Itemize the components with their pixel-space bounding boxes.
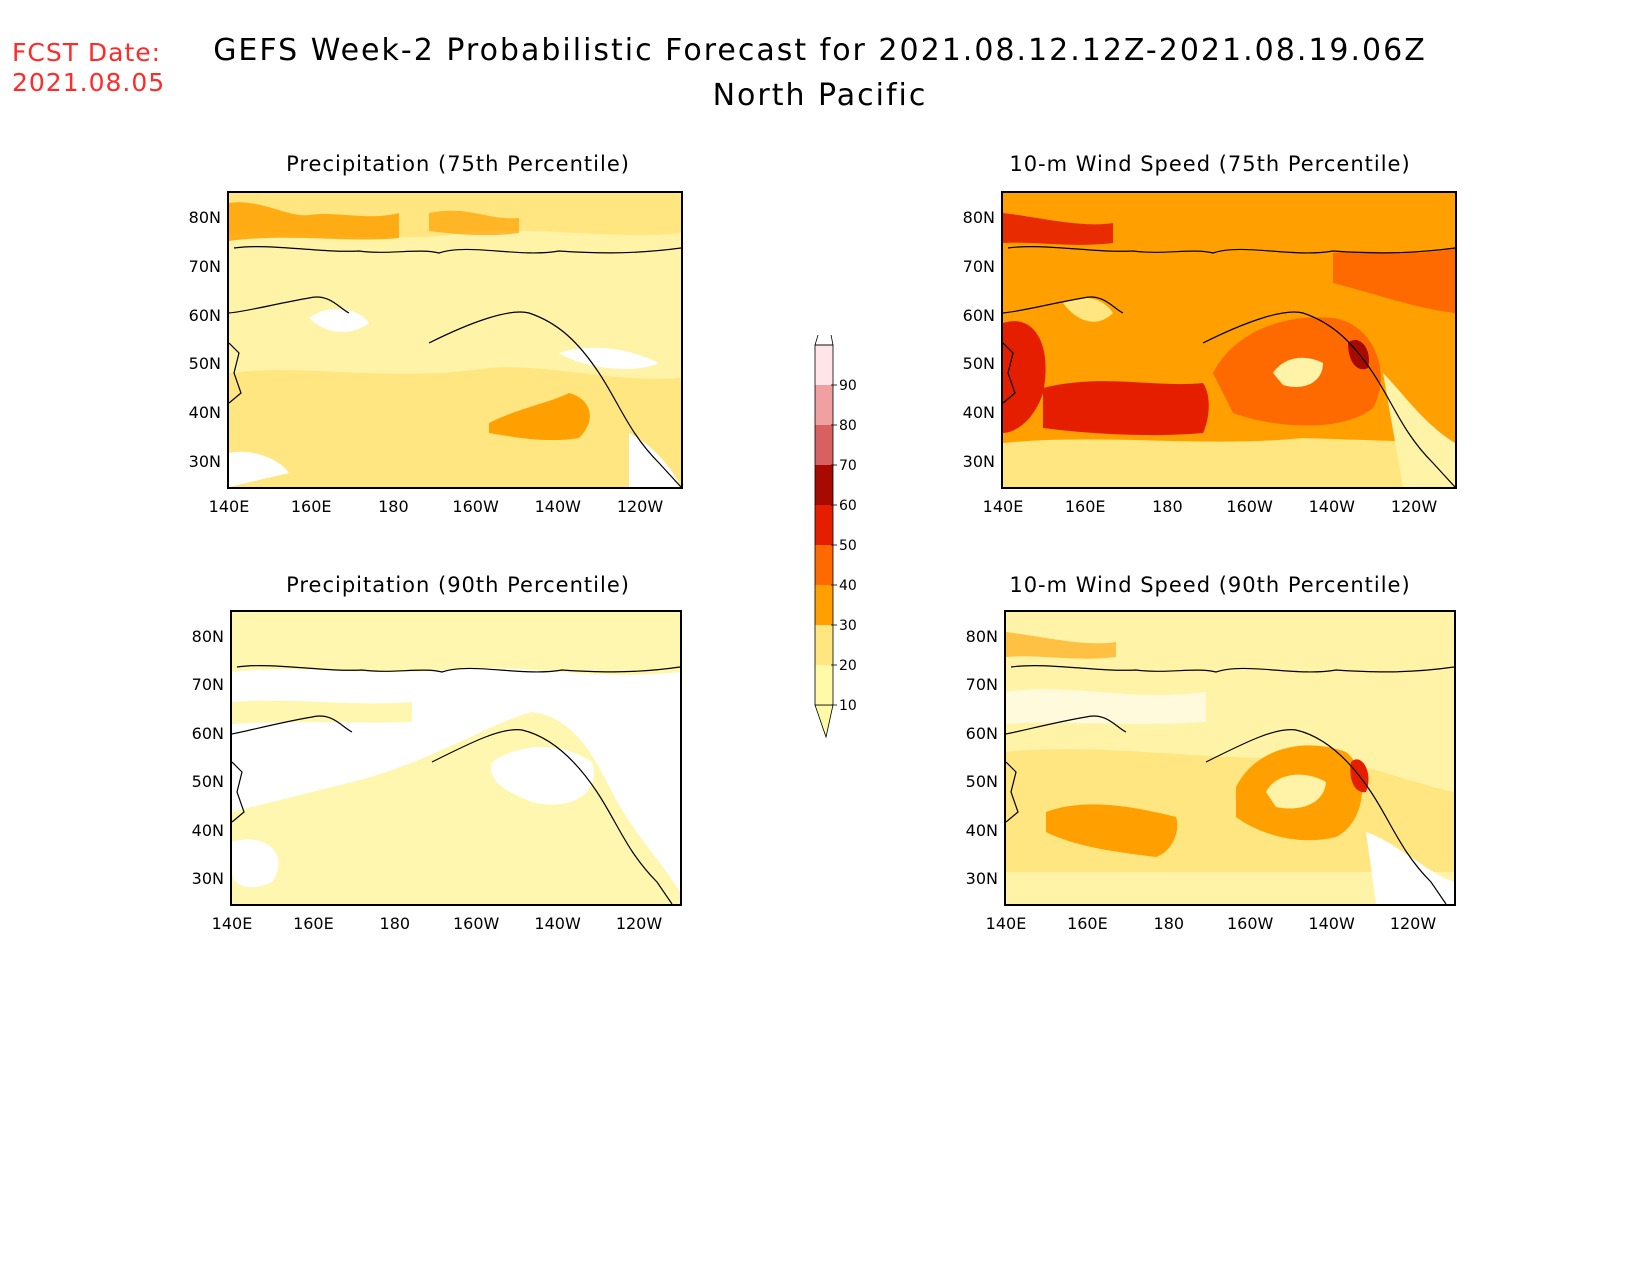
lat-tick-label: 70N bbox=[188, 256, 221, 276]
colorbar-tick-label: 60 bbox=[839, 498, 857, 514]
lon-tick-label: 120W bbox=[1390, 497, 1438, 516]
colorbar-tick-label: 10 bbox=[839, 698, 857, 714]
colorbar-swatch bbox=[815, 545, 833, 585]
lat-tick-label: 60N bbox=[962, 305, 995, 325]
lat-tick-label: 60N bbox=[188, 305, 221, 325]
colorbar-tick-label: 40 bbox=[839, 578, 857, 594]
lon-tick-label: 160E bbox=[290, 497, 332, 516]
map-precip-75-svg bbox=[229, 193, 681, 487]
lat-tick-label: 60N bbox=[191, 723, 224, 743]
colorbar-outline bbox=[814, 344, 834, 706]
lon-tick-label: 160E bbox=[293, 914, 334, 933]
lat-tick-label: 50N bbox=[191, 772, 224, 792]
lon-tick-label: 180 bbox=[378, 497, 409, 516]
colorbar-swatch bbox=[815, 345, 833, 385]
colorbar-swatch bbox=[815, 465, 833, 505]
lat-tick-label: 80N bbox=[188, 208, 221, 227]
map-wind-90-svg bbox=[1006, 612, 1454, 904]
colorbar-swatch bbox=[815, 385, 833, 425]
lat-tick-label: 70N bbox=[191, 675, 224, 695]
map-wind-75 bbox=[1001, 191, 1457, 489]
lon-tick-label: 140W bbox=[1308, 914, 1355, 933]
figure-title: GEFS Week-2 Probabilistic Forecast for 2… bbox=[213, 33, 1427, 68]
colorbar-swatch bbox=[815, 425, 833, 465]
lon-tick-label: 180 bbox=[1152, 497, 1183, 516]
lon-tick-label: 140E bbox=[985, 914, 1027, 933]
colorbar-tick-label: 80 bbox=[839, 418, 857, 434]
lon-tick-label: 140W bbox=[534, 497, 581, 516]
colorbar: 10 20 30 40 50 60 70 80 90 bbox=[814, 335, 857, 739]
colorbar-upper-tail bbox=[814, 335, 834, 346]
panel-title-wind-90: 10-m Wind Speed (90th Percentile) bbox=[1009, 573, 1411, 597]
colorbar-swatch bbox=[815, 665, 833, 705]
lat-tick-label: 40N bbox=[965, 820, 998, 840]
colorbar-tick-label: 50 bbox=[839, 538, 857, 554]
lat-tick-label: 40N bbox=[962, 403, 995, 423]
fcst-date-label: FCST Date: bbox=[12, 38, 162, 67]
lat-tick-label: 80N bbox=[191, 627, 224, 646]
panel-title-precip-90: Precipitation (90th Percentile) bbox=[286, 573, 630, 597]
lon-tick-label: 160W bbox=[452, 497, 499, 516]
lat-tick-label: 30N bbox=[191, 869, 224, 888]
lon-tick-label: 160E bbox=[1067, 914, 1108, 933]
lon-tick-label: 140E bbox=[982, 497, 1024, 516]
lat-tick-label: 70N bbox=[962, 256, 995, 276]
map-wind-75-svg bbox=[1003, 193, 1455, 487]
lat-tick-label: 60N bbox=[965, 723, 998, 743]
colorbar-tick-label: 20 bbox=[839, 658, 857, 674]
panel-title-precip-75: Precipitation (75th Percentile) bbox=[286, 152, 630, 176]
map-precip-90 bbox=[230, 610, 682, 906]
colorbar-swatch bbox=[815, 505, 833, 545]
lon-tick-label: 160W bbox=[453, 914, 500, 933]
lon-tick-label: 120W bbox=[1389, 914, 1437, 933]
fcst-date: FCST Date: 2021.08.05 bbox=[12, 38, 165, 98]
lon-tick-label: 120W bbox=[615, 914, 663, 933]
lat-tick-label: 30N bbox=[962, 452, 995, 471]
lon-tick-label: 120W bbox=[616, 497, 664, 516]
lon-tick-label: 140E bbox=[211, 914, 253, 933]
colorbar-swatch bbox=[815, 585, 833, 625]
fcst-date-value: 2021.08.05 bbox=[12, 68, 166, 97]
lon-tick-label: 160E bbox=[1064, 497, 1106, 516]
lat-tick-label: 30N bbox=[965, 869, 998, 888]
lon-tick-label: 180 bbox=[379, 914, 411, 933]
lon-tick-label: 160W bbox=[1226, 497, 1273, 516]
lat-tick-label: 40N bbox=[191, 820, 224, 840]
lat-tick-label: 50N bbox=[965, 772, 998, 792]
colorbar-tick-label: 90 bbox=[839, 378, 857, 394]
lat-tick-label: 80N bbox=[962, 208, 995, 227]
lat-tick-label: 50N bbox=[188, 354, 221, 374]
figure-subtitle: North Pacific bbox=[712, 78, 928, 113]
lon-tick-label: 140E bbox=[208, 497, 250, 516]
lat-tick-label: 50N bbox=[962, 354, 995, 374]
panel-title-wind-75: 10-m Wind Speed (75th Percentile) bbox=[1009, 152, 1411, 176]
map-precip-90-svg bbox=[232, 612, 680, 904]
colorbar-lower-tail bbox=[814, 704, 834, 739]
map-wind-90 bbox=[1004, 610, 1456, 906]
lon-tick-label: 160W bbox=[1227, 914, 1274, 933]
colorbar-tick-label: 30 bbox=[839, 618, 857, 634]
colorbar-tick-label: 70 bbox=[839, 458, 857, 474]
lat-tick-label: 80N bbox=[965, 627, 998, 646]
lon-tick-label: 180 bbox=[1153, 914, 1185, 933]
lat-tick-label: 30N bbox=[188, 452, 221, 471]
lon-tick-label: 140W bbox=[1308, 497, 1355, 516]
map-precip-75 bbox=[227, 191, 683, 489]
colorbar-swatch bbox=[815, 625, 833, 665]
lat-tick-label: 70N bbox=[965, 675, 998, 695]
lon-tick-label: 140W bbox=[534, 914, 581, 933]
lat-tick-label: 40N bbox=[188, 403, 221, 423]
